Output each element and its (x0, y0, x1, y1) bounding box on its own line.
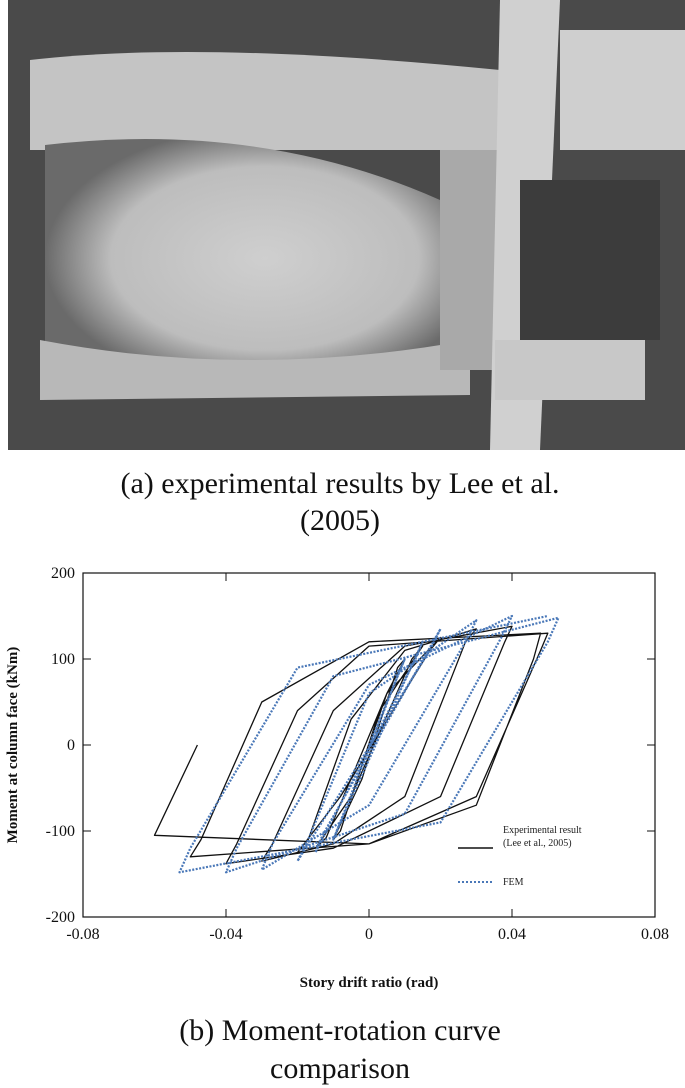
caption-b-line: (b) Moment-rotation curve (179, 1014, 501, 1047)
x-tick-label: 0 (365, 926, 373, 943)
x-tick-label: 0.08 (641, 926, 669, 943)
caption-b-line: comparison (270, 1052, 410, 1085)
x-tick-label: 0.04 (498, 926, 526, 943)
y-tick-label: -100 (46, 823, 75, 840)
y-tick-label: 0 (67, 737, 75, 754)
x-tick-label: -0.04 (209, 926, 242, 943)
y-tick-label: 100 (51, 651, 75, 668)
y-tick-label: -200 (46, 909, 75, 926)
x-tick-label: -0.08 (66, 926, 99, 943)
plot-area (153, 614, 560, 874)
legend-label: FEM (503, 877, 524, 888)
caption-a-line: (a) experimental results by Lee et al. (121, 467, 560, 500)
y-tick-label: 200 (51, 565, 75, 582)
legend-label: Experimental result (Lee et al., 2005) (503, 825, 582, 849)
photo (8, 0, 685, 450)
series-line (178, 614, 560, 874)
x-axis-label: Story drift ratio (rad) (300, 975, 439, 991)
caption-a-line: (2005) (300, 504, 380, 537)
y-axis-label: Moment at column face (kNm) (5, 647, 21, 844)
